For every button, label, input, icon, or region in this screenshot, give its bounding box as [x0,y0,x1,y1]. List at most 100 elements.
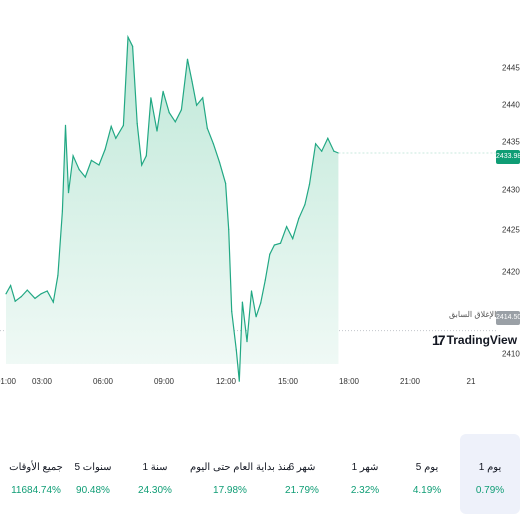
price-point [304,204,306,206]
period-6-months[interactable]: 6 شهر 21.79% [271,434,333,514]
x-tick-label: 03:00 [31,377,53,386]
price-point [46,290,48,292]
period-label: 1 شهر [351,462,379,473]
price-point [52,301,54,303]
price-point [255,316,257,318]
y-tick-label: 2420.00 [502,267,520,277]
period-change: 4.19% [412,485,442,496]
price-point [174,121,176,123]
price-point [212,143,214,145]
price-point [115,137,117,139]
y-tick-label: 2435.00 [502,137,520,147]
period-5-years[interactable]: 5 سنوات 90.48% [62,434,124,514]
price-point [141,164,143,166]
price-point [260,302,262,304]
price-point [10,284,12,287]
period-change: 21.79% [285,485,319,496]
price-point [127,36,129,38]
tradingview-logo[interactable]: 17 TradingView [432,332,517,348]
price-point [264,279,266,281]
tradingview-logo-text: TradingView [446,333,518,347]
x-tick-label: 21 [466,377,476,386]
price-point [145,155,147,157]
price-point [84,176,86,178]
x-tick-label: 01:00 [0,377,17,386]
price-point [78,169,80,171]
period-change: 24.30% [138,485,172,496]
price-line [5,34,339,382]
period-5-days[interactable]: 5 يوم 4.19% [396,434,458,514]
period-label: 1 سنة [142,462,168,473]
price-point [132,45,134,47]
price-point [104,148,106,150]
price-point [40,293,42,295]
price-point [186,58,189,60]
price-point [57,274,59,276]
y-tick-label: 2425.00 [502,225,520,235]
price-point [298,217,300,219]
price-point [269,253,271,255]
price-point [20,296,22,298]
price-chart[interactable]: 2445.00 2440.00 2435.00 2430.00 2425.00 … [0,0,520,400]
period-1-year[interactable]: 1 سنة 24.30% [124,434,186,514]
price-point [90,159,92,161]
x-tick-label: 12:00 [215,377,237,386]
price-point [292,238,294,240]
period-1-day[interactable]: 1 يوم 0.79% [460,434,520,514]
price-point [150,97,152,99]
price-point [34,297,36,299]
price-point [61,210,64,212]
previous-close-badge: 2414.50 [496,311,520,325]
price-point [98,164,100,166]
price-point [273,244,275,246]
price-point [327,137,329,139]
price-point [26,289,28,291]
price-point [321,150,323,152]
price-point [196,104,198,106]
period-change: 2.32% [350,485,380,496]
price-point [308,183,311,185]
previous-close-label: الإغلاق السابق [446,309,500,320]
period-change: 0.79% [475,485,505,496]
period-performance-bar: جميع الأوقات 11684.74% 5 سنوات 90.48% 1 … [0,434,520,520]
price-point [64,124,67,126]
price-point [191,80,193,82]
price-point [5,293,7,295]
x-tick-label: 06:00 [92,377,114,386]
period-label: منذ بداية العام حتى اليوم [190,462,292,473]
period-ytd[interactable]: منذ بداية العام حتى اليوم 17.98% [190,434,292,514]
chart-canvas[interactable] [0,0,520,400]
price-point [180,109,182,111]
period-1-month[interactable]: 1 شهر 2.32% [334,434,396,514]
price-point [315,143,317,145]
price-point [246,341,248,343]
price-point [225,182,227,184]
y-tick-label: 2440.00 [502,100,520,110]
period-label: 6 شهر [288,462,316,473]
x-tick-label: 18:00 [338,377,360,386]
period-change: 90.48% [76,485,110,496]
x-tick-label: 09:00 [153,377,175,386]
period-all-time[interactable]: جميع الأوقات 11684.74% [5,434,67,514]
price-point [156,130,158,132]
period-label: 1 يوم [478,462,502,473]
price-point [218,161,221,163]
x-tick-label: 21:00 [399,377,421,386]
last-price-badge: 2433.98 [496,150,520,164]
price-point [235,349,237,351]
x-tick-label: 15:00 [277,377,299,386]
price-point [206,127,208,129]
price-point [286,226,288,228]
price-point [162,90,164,92]
period-label: 5 يوم [415,462,439,473]
price-area-fill [6,37,339,382]
price-point [136,123,138,125]
price-point [231,310,233,312]
price-point [14,300,16,302]
period-change: 11684.74% [11,485,61,496]
price-point [250,290,253,292]
price-point [238,380,240,382]
price-point [333,150,335,152]
period-label: 5 سنوات [74,462,112,473]
period-label: جميع الأوقات [9,462,63,473]
